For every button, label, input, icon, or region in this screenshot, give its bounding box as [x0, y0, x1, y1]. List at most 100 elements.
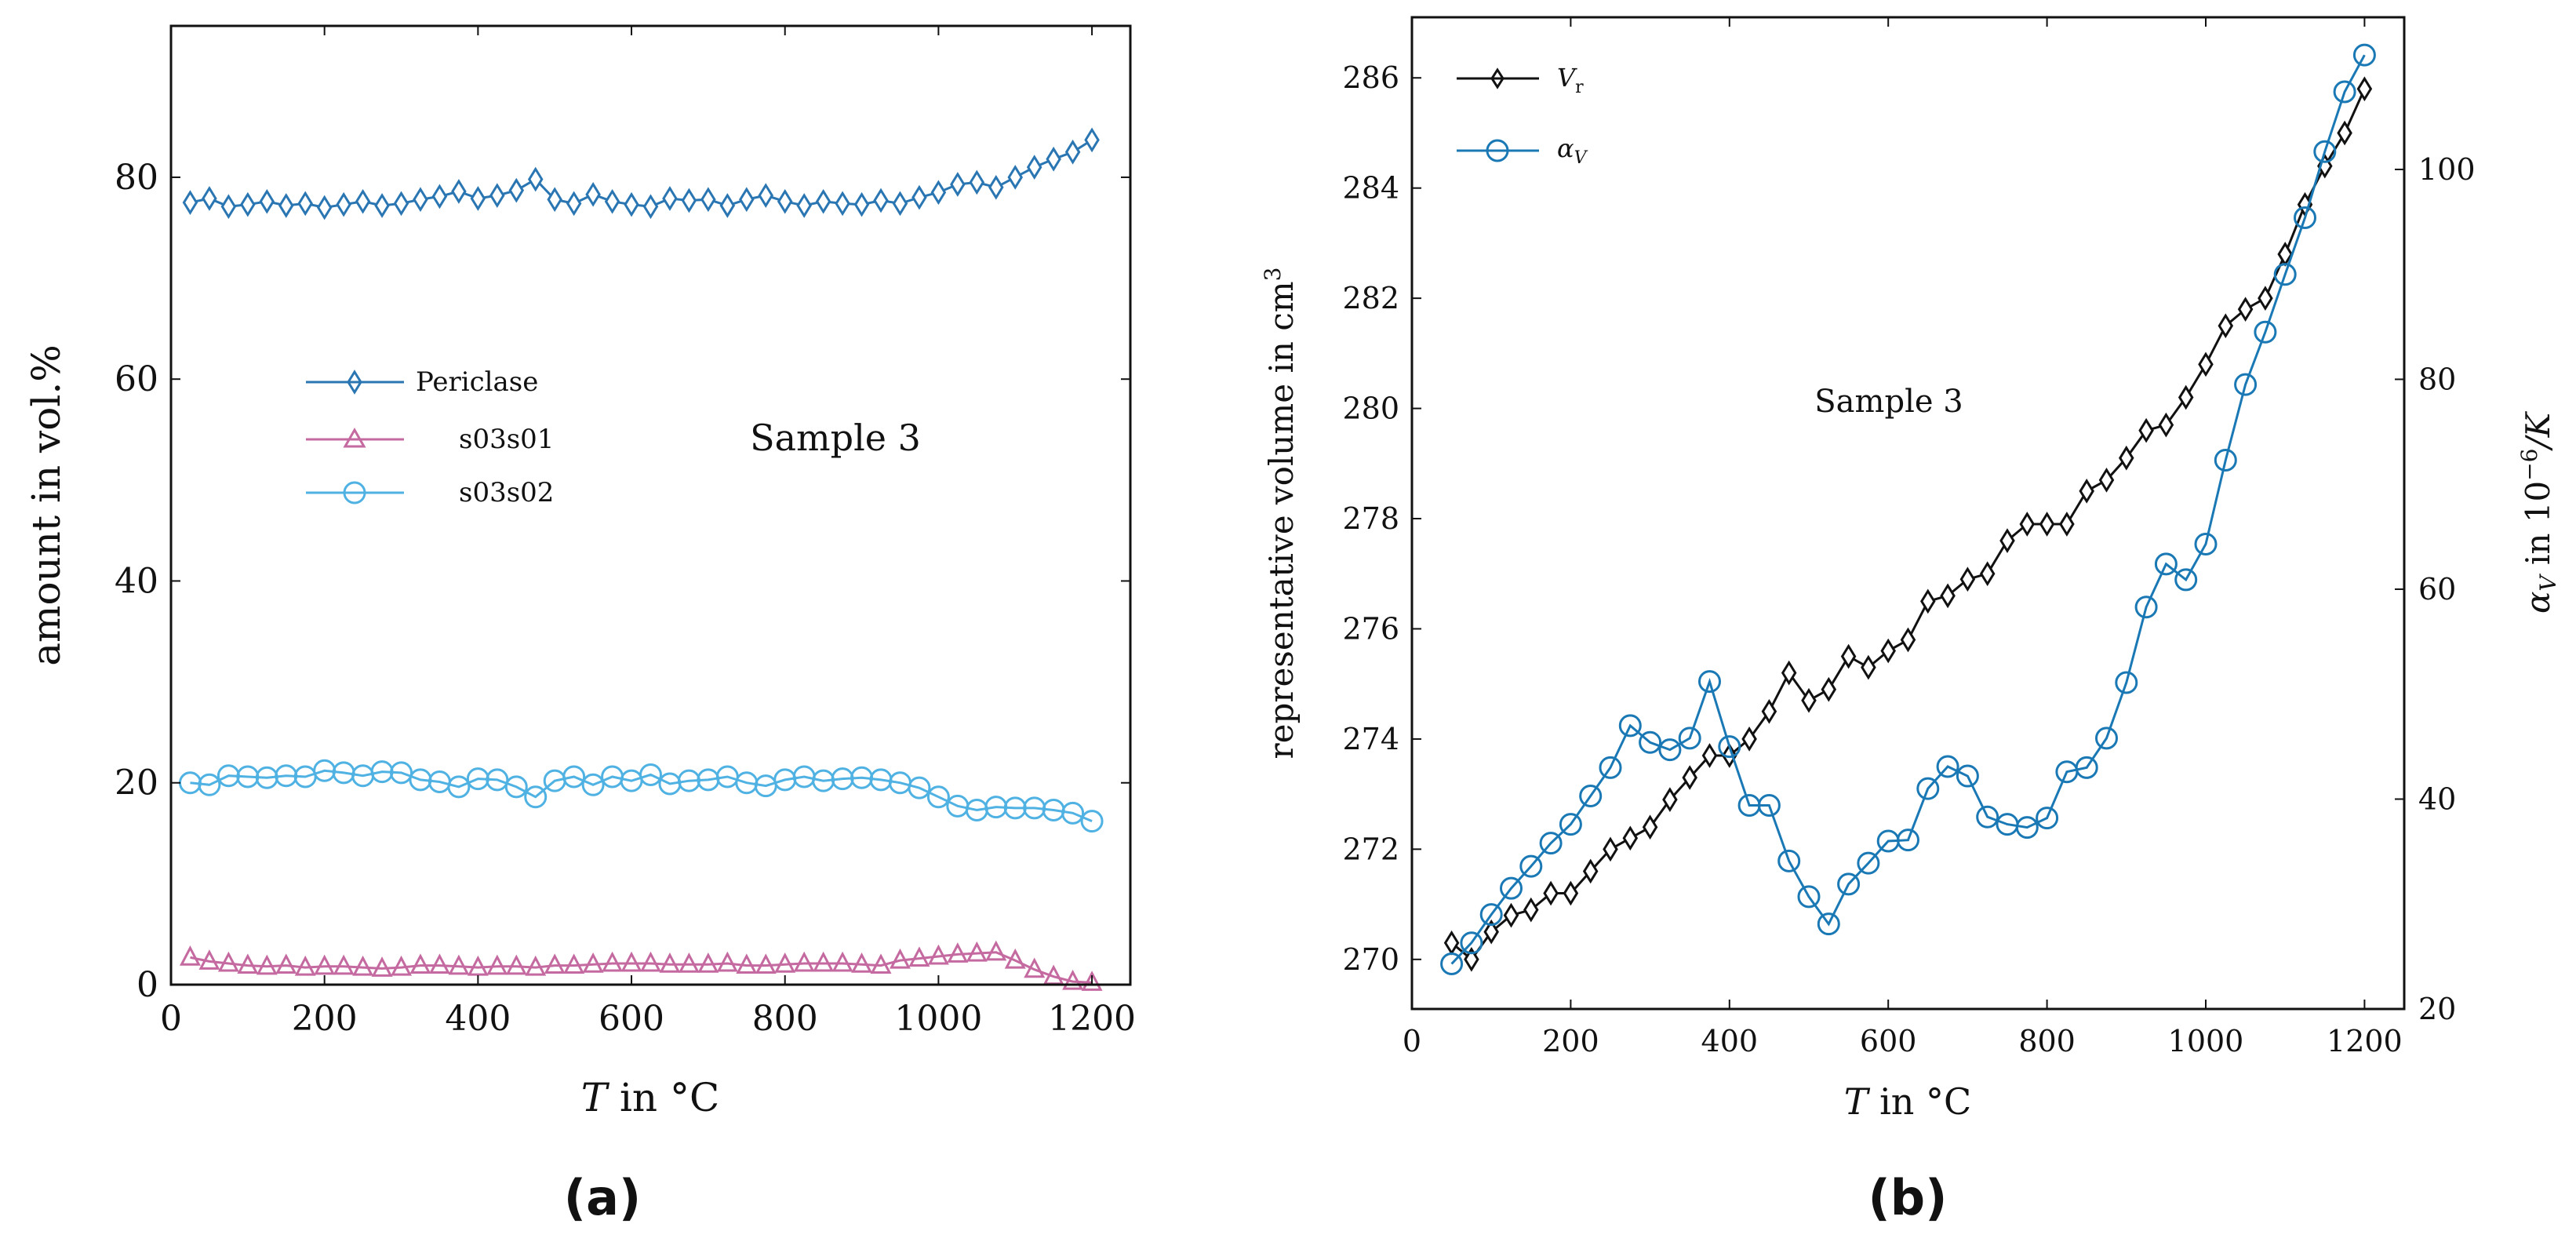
data-point-vr [2098, 468, 2115, 493]
data-point-vr [1979, 561, 1996, 587]
data-point-periclase [316, 195, 333, 220]
data-point-vr [2237, 297, 2254, 322]
legend-label-s03s01: s03s01 [459, 424, 554, 455]
x-tick-label: 1000 [2168, 1024, 2244, 1058]
y-tick-label: 40 [115, 561, 158, 601]
data-point-s03s02 [639, 763, 662, 786]
y-tick-label: 20 [115, 763, 158, 803]
legend-marker-s03s02 [343, 481, 366, 504]
data-point-periclase [969, 169, 985, 195]
data-point-vr [1761, 698, 1777, 724]
data-point-periclase [796, 193, 812, 218]
data-point-s03s02 [1003, 796, 1027, 820]
data-point-s03s01 [448, 954, 470, 975]
y-right-tick-label: 40 [2418, 781, 2456, 816]
data-point-alpha-v [1976, 805, 1999, 829]
panel-b-x-ticks: 0 200 400 600 800 1000 1200 [1403, 17, 2403, 1058]
data-point-alpha-v [2273, 263, 2297, 286]
data-point-s03s02 [562, 765, 586, 789]
series-line-alpha-v [1450, 54, 2366, 965]
x-tick-label: 600 [1860, 1024, 1917, 1058]
panel-b-annotation: Sample 3 [1814, 384, 1963, 420]
x-tick-label: 1200 [2327, 1024, 2403, 1058]
data-point-periclase [604, 188, 620, 214]
data-point-periclase [355, 188, 371, 214]
data-point-alpha-v [2194, 532, 2218, 555]
data-point-s03s01 [486, 954, 508, 975]
data-point-alpha-v [1698, 670, 1721, 694]
data-point-periclase [853, 191, 870, 217]
panel-a: 0 200 400 600 800 1000 1200 0 20 40 60 80 Periclas… [24, 24, 1136, 1226]
data-point-vr [2258, 286, 2273, 311]
data-point-vr [1622, 825, 1639, 851]
data-point-periclase [489, 183, 505, 208]
data-point-periclase [930, 180, 947, 206]
data-point-s03s01 [563, 953, 585, 974]
data-point-periclase [1007, 165, 1024, 190]
data-point-alpha-v [2075, 756, 2098, 779]
data-point-periclase [777, 188, 793, 214]
data-point-vr [1920, 588, 1936, 614]
data-point-vr [1722, 743, 1737, 768]
data-point-alpha-v [2313, 140, 2337, 163]
data-point-vr [2356, 76, 2373, 102]
data-point-alpha-v [1936, 755, 1959, 778]
data-point-vr [1503, 902, 1519, 928]
y-tick-label: 286 [1342, 60, 1399, 95]
data-point-alpha-v [1618, 714, 1642, 738]
data-point-periclase [835, 191, 850, 217]
data-point-s03s01 [908, 946, 930, 967]
data-point-alpha-v [1658, 738, 1682, 762]
data-point-alpha-v [2352, 43, 2376, 67]
panel-a-x-ticks: 0 200 400 600 800 1000 1200 [160, 26, 1136, 1039]
data-point-vr [2119, 445, 2134, 471]
y-right-tick-label: 80 [2418, 362, 2456, 396]
legend-label-periclase: Periclase [416, 366, 538, 398]
y-right-tick-label: 20 [2418, 992, 2456, 1026]
data-point-alpha-v [1500, 876, 1523, 900]
panel-b-plot-area [1440, 43, 2376, 975]
data-point-s03s02 [908, 776, 931, 799]
data-point-s03s01 [774, 952, 796, 973]
data-point-alpha-v [1460, 931, 1483, 955]
data-point-s03s01 [870, 953, 892, 974]
legend-marker-alpha-v [1486, 139, 1509, 162]
x-tick-label: 600 [599, 999, 664, 1039]
data-point-vr [1940, 583, 1956, 609]
y-tick-label: 280 [1342, 392, 1399, 426]
data-point-periclase [624, 191, 639, 217]
data-point-s03s02 [1080, 810, 1104, 833]
x-tick-label: 0 [1403, 1024, 1421, 1058]
legend-marker-vr [1490, 67, 1504, 89]
data-point-vr [2019, 512, 2036, 537]
data-point-vr [1781, 660, 1797, 686]
data-point-alpha-v [2214, 448, 2237, 472]
y-tick-label: 284 [1342, 171, 1399, 206]
data-point-s03s01 [890, 948, 911, 969]
x-tick-label: 1200 [1048, 999, 1136, 1039]
data-point-periclase [700, 187, 716, 213]
data-point-periclase [470, 186, 486, 211]
data-point-periclase [758, 183, 774, 208]
data-point-periclase [585, 181, 601, 207]
data-point-alpha-v [2134, 596, 2158, 619]
data-point-s03s02 [1061, 801, 1085, 825]
data-point-vr [1880, 638, 1896, 664]
data-point-s03s01 [391, 955, 412, 976]
data-point-vr [1563, 880, 1579, 906]
legend-label-s03s02: s03s02 [459, 477, 554, 508]
legend-marker-s03s01 [343, 427, 366, 448]
data-point-alpha-v [1479, 903, 1503, 927]
data-point-s03s01 [544, 953, 566, 974]
y-right-tick-label: 60 [2418, 572, 2456, 606]
data-point-periclase [662, 186, 678, 211]
panel-b-right-y-ticks: 20 40 60 80 100 [2395, 152, 2476, 1026]
panel-b-left-y-ticks: 270 272 274 276 278 280 282 284 286 [1342, 60, 1421, 977]
data-point-alpha-v [1777, 849, 1801, 872]
y-tick-label: 80 [115, 158, 158, 198]
data-point-periclase [202, 186, 217, 211]
data-point-alpha-v [1817, 912, 1840, 936]
panel-a-x-axis-label: T in °C [581, 1075, 720, 1120]
y-tick-label: 0 [136, 965, 158, 1005]
data-point-s03s01 [966, 941, 988, 962]
